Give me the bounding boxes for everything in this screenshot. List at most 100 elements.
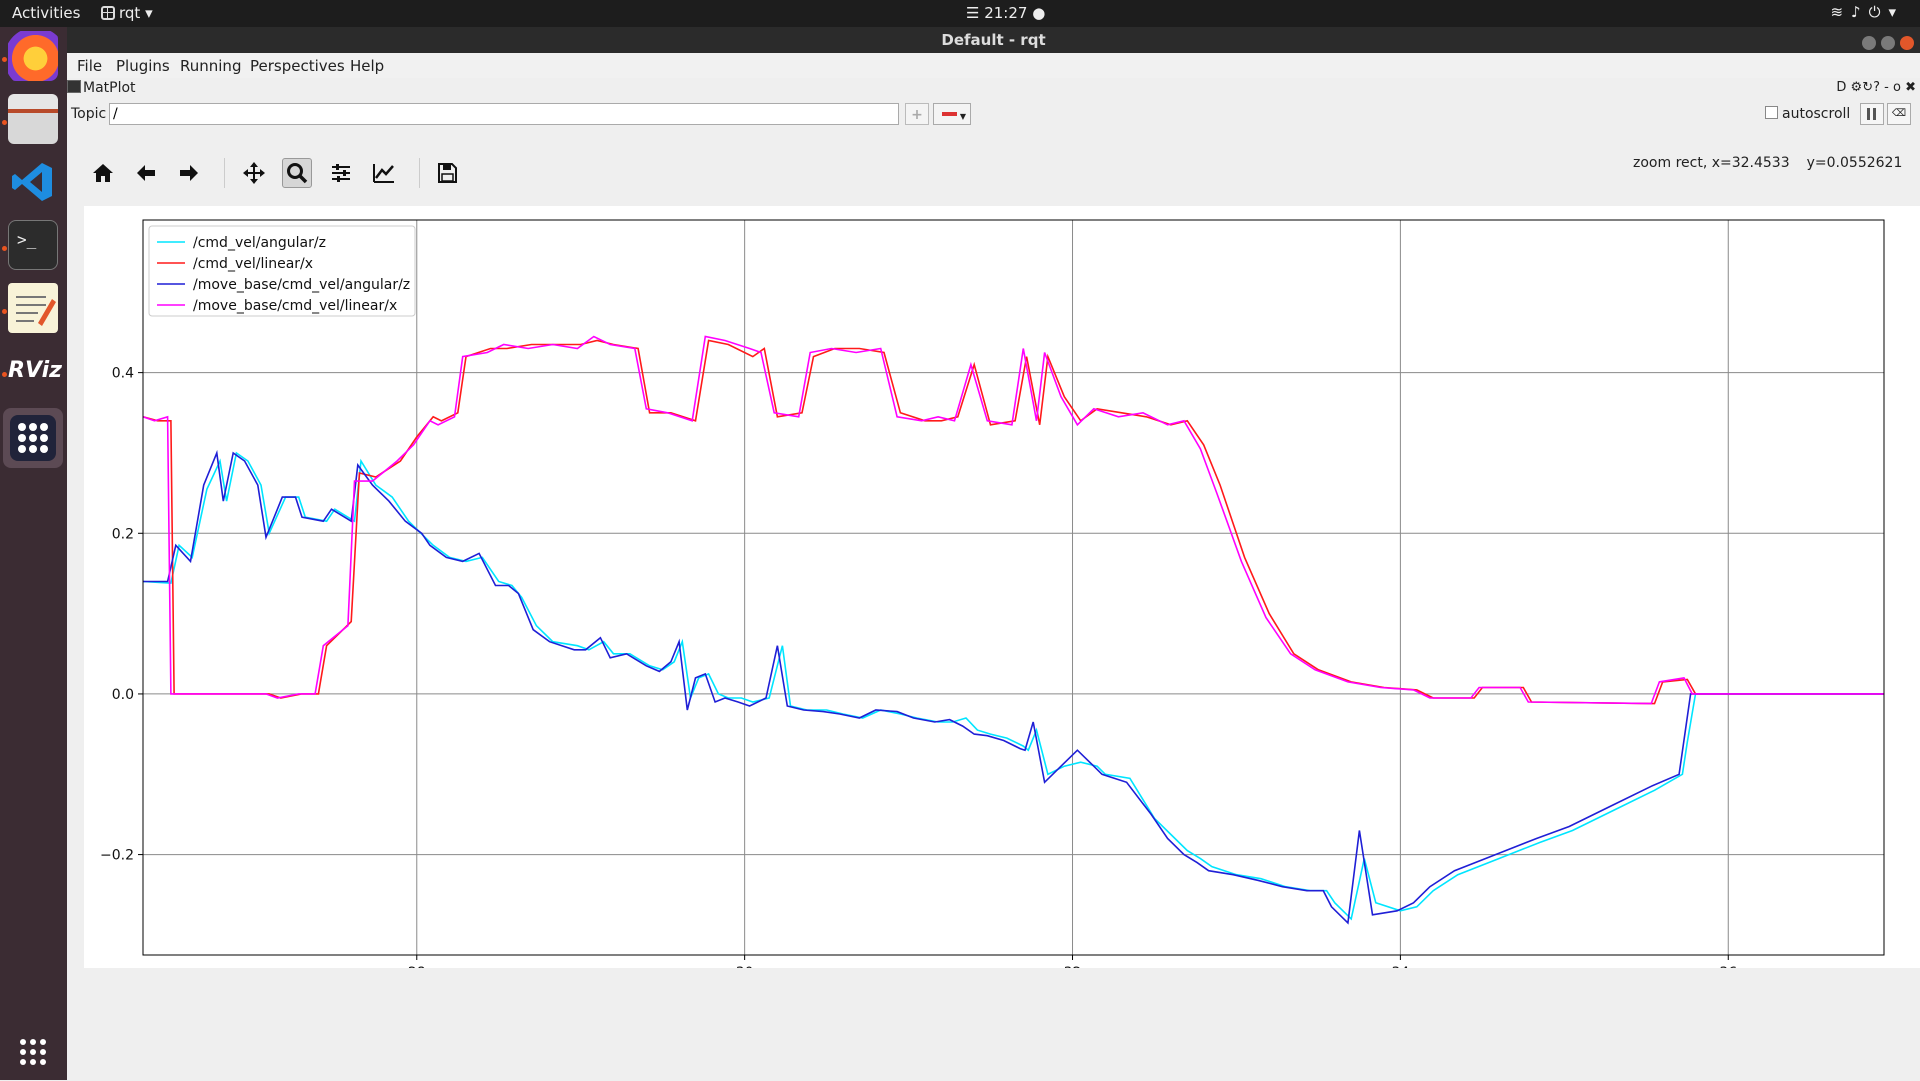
minimize-icon[interactable] [1862,36,1876,50]
matplot-panel: MatPlot D ⚙↻? - o ✖ Topic + ▼ autoscroll… [67,78,1920,1080]
x-tick-label: 30 [736,965,754,968]
cursor-status: zoom rect, x=32.4533 y=0.0552621 [1633,155,1902,171]
window-titlebar[interactable]: Default - rqt [67,27,1920,53]
remove-topic-button[interactable]: ▼ [933,103,971,125]
close-icon[interactable] [1900,36,1914,50]
zoom-button[interactable] [282,158,312,188]
home-button[interactable] [88,158,118,188]
volume-icon: ♪ [1851,3,1869,21]
menu-running[interactable]: Running [180,57,242,75]
series-line-0 [143,451,1884,921]
float-panel-icon[interactable]: o [1892,80,1901,95]
rqt-active-icon[interactable] [3,408,63,468]
terminal-icon[interactable]: >_ [8,220,58,270]
topic-input[interactable] [109,103,899,125]
close-panel-icon[interactable]: ✖ [1905,80,1916,95]
running-indicator [2,372,7,377]
help-icon[interactable]: ? [1873,80,1880,95]
show-applications-icon[interactable] [8,1027,58,1077]
subplots-button[interactable] [326,158,356,188]
pan-button[interactable] [239,158,269,188]
wifi-icon: ≋ [1830,3,1852,21]
app-menu[interactable]: rqt ▾ [101,4,153,22]
gear-icon[interactable]: ⚙ [1850,80,1863,95]
x-tick-label: 34 [1391,965,1409,968]
clock-time: 21:27 [984,4,1028,22]
legend-label: /cmd_vel/linear/x [193,256,313,272]
files-icon[interactable] [8,94,58,144]
running-indicator [2,309,7,314]
rviz-icon[interactable]: RViz [8,358,62,383]
pause-button[interactable] [1860,103,1884,125]
plot-canvas[interactable]: 28 30 32 34 36 −0.2 0.0 0.2 0.4/cmd_vel/angular/… [84,206,1920,981]
menu-plugins[interactable]: Plugins [116,57,170,75]
maximize-icon[interactable] [1881,36,1895,50]
clear-button[interactable]: ⌫ [1887,103,1911,125]
clock[interactable]: ☰ 21:27 ● [966,4,1046,22]
back-arrow-icon [137,165,155,181]
chevron-down-icon: ▼ [959,112,966,121]
axes-frame [142,219,1885,956]
x-tick-label: 28 [408,965,426,968]
status-y: y=0.0552621 [1806,155,1903,171]
activities-button[interactable]: Activities [12,4,81,22]
panel-controls: D ⚙↻? - o ✖ [1836,80,1916,95]
running-indicator [2,246,7,251]
legend-label: /move_base/cmd_vel/angular/z [193,277,410,293]
minimize-panel-icon[interactable]: - [1884,80,1889,95]
checkbox-box [1765,106,1778,119]
back-button[interactable] [131,158,161,188]
reload-icon[interactable]: ↻ [1862,80,1874,95]
legend-label: /move_base/cmd_vel/linear/x [193,298,397,314]
home-icon [93,164,113,182]
text-editor-icon[interactable] [8,283,58,333]
terminal-icon [67,80,81,93]
save-button[interactable] [432,158,462,188]
add-topic-button[interactable]: + [905,103,929,125]
legend-label: /cmd_vel/angular/z [193,235,326,251]
power-icon: ⏻ [1868,3,1889,21]
running-indicator [2,120,7,125]
edit-curves-button[interactable] [369,158,399,188]
edit-curves-icon [373,164,394,183]
autoscroll-checkbox[interactable]: autoscroll [1765,106,1850,122]
menu-help[interactable]: Help [350,57,385,75]
plus-icon: + [911,107,923,123]
legend-box [148,225,416,317]
y-tick-label: −0.2 [100,848,134,864]
topic-label: Topic [71,106,107,122]
app-menu-label: rqt [119,4,141,22]
firefox-icon[interactable] [8,31,58,81]
toolbar-separator [224,158,225,188]
y-tick-label: 0.0 [112,687,134,703]
minus-icon [942,112,957,116]
pan-icon [243,162,265,184]
running-indicator [2,57,7,62]
forward-button[interactable] [174,158,204,188]
panel-title-text: MatPlot [83,80,136,96]
subplots-icon [332,164,350,182]
application-dock: >_ RViz [0,27,67,1080]
y-tick-label: 0.4 [112,366,134,382]
grid-icon [101,6,115,20]
autoscroll-label: autoscroll [1782,106,1851,122]
chevron-down-icon: ▾ [1888,3,1904,21]
panel-title: MatPlot [67,80,136,96]
y-tick-label: 0.2 [112,526,134,542]
series-line-3 [143,335,1884,705]
system-tray[interactable]: ≋♪⏻▾ [1830,3,1904,21]
x-tick-label: 32 [1064,965,1082,968]
dock-toggle-button[interactable]: D [1836,80,1847,95]
toolbar-separator [419,158,420,188]
vscode-icon[interactable] [8,157,58,207]
line-chart[interactable]: 28 30 32 34 36 −0.2 0.0 0.2 0.4/cmd_vel/angular/… [84,206,1920,981]
save-icon [438,163,457,183]
series-line-2 [143,449,1884,925]
menu-file[interactable]: File [77,57,103,75]
status-mode: zoom rect, x=32.4533 [1633,155,1790,171]
menu-perspectives[interactable]: Perspectives [250,57,345,75]
forward-arrow-icon [180,165,198,181]
zoom-icon [287,163,308,184]
clear-icon: ⌫ [1891,108,1907,119]
pause-icon [1867,108,1876,120]
